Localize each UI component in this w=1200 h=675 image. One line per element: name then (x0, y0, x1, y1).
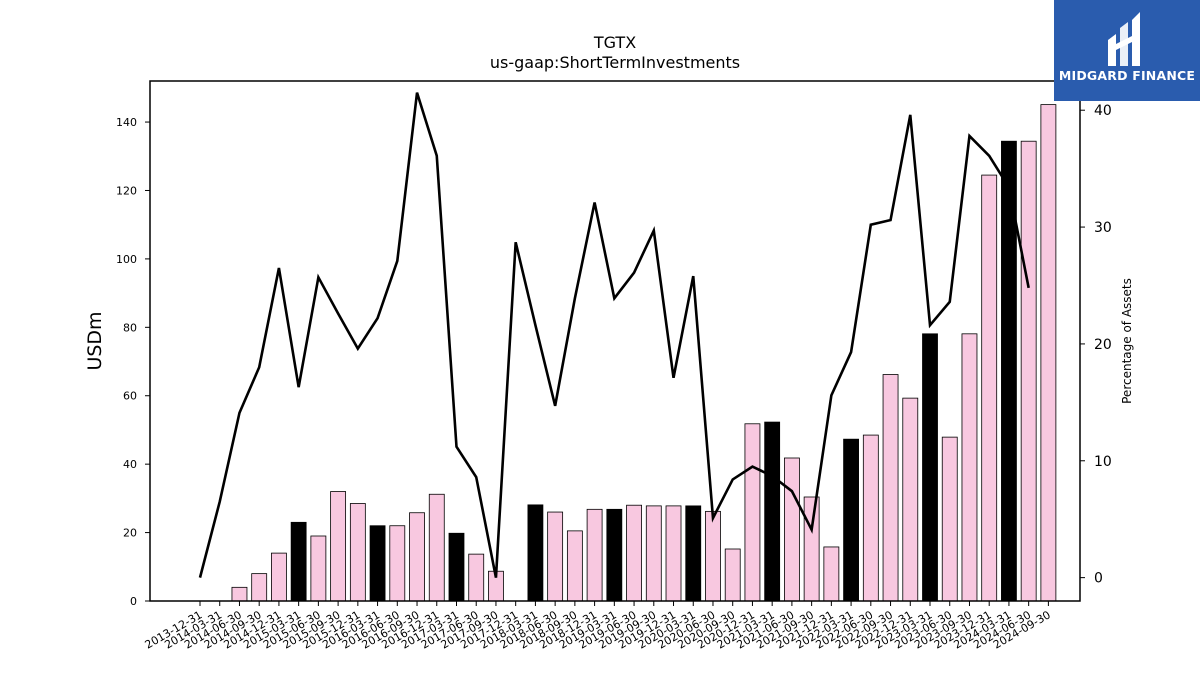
y-tick-label: 120 (116, 184, 137, 197)
y-tick-label: 60 (123, 390, 137, 403)
bar (330, 491, 347, 602)
bar (1020, 140, 1037, 602)
bar (409, 512, 425, 602)
y-axis-right: 0 10 20 30 40 (1080, 103, 1112, 587)
bar (981, 174, 998, 602)
bar (389, 525, 406, 602)
y-axis-label: USDm (84, 311, 106, 370)
bar (566, 530, 583, 602)
bar (1040, 104, 1057, 602)
bar (724, 548, 741, 602)
bar (645, 505, 662, 602)
line-series (198, 92, 1030, 578)
bar (941, 436, 958, 602)
bar (448, 532, 465, 602)
y2-tick-label: 0 (1094, 571, 1103, 587)
bar (271, 552, 287, 602)
midgard-logo-icon (1108, 12, 1140, 66)
chart-subtitle: us-gaap:ShortTermInvestments (490, 53, 740, 72)
bar (231, 586, 248, 602)
bar (705, 510, 721, 602)
x-axis: 2013-12-312014-03-312014-06-302014-09-30… (143, 601, 1053, 652)
bar (428, 493, 445, 602)
bar-series (231, 104, 1057, 602)
y2-tick-label: 20 (1094, 337, 1112, 353)
bar (843, 438, 859, 602)
bar (961, 333, 978, 602)
chart-title: TGTX (593, 33, 636, 52)
bar (744, 423, 761, 602)
y-tick-label: 20 (123, 527, 137, 540)
bar (527, 504, 544, 602)
line-series-path (198, 92, 1030, 578)
bar (882, 374, 899, 602)
y-tick-label: 100 (116, 253, 137, 266)
bar (468, 553, 485, 602)
y2-tick-label: 40 (1094, 103, 1112, 119)
bar (922, 333, 938, 602)
bar (606, 508, 623, 602)
y-tick-label: 0 (130, 595, 137, 608)
y-tick-label: 40 (123, 458, 137, 471)
y2-tick-label: 30 (1094, 220, 1112, 236)
bar (665, 505, 682, 602)
y-tick-label: 80 (123, 321, 137, 334)
bar (823, 546, 840, 602)
bar (586, 508, 603, 602)
bar (251, 573, 268, 602)
y-axis-left: 0 20 40 60 80 100 120 140 (116, 116, 150, 608)
y-tick-label: 140 (116, 116, 137, 129)
bar (290, 521, 307, 602)
bar (685, 505, 702, 602)
bar (803, 496, 820, 602)
bar (764, 421, 781, 602)
bar (784, 457, 800, 602)
bar (547, 511, 564, 602)
bar (862, 434, 879, 602)
bar (349, 503, 366, 602)
bar (369, 525, 386, 602)
y2-tick-label: 10 (1094, 454, 1112, 470)
bar (310, 535, 327, 602)
plot-frame (149, 80, 1081, 602)
y2-axis-label: Percentage of Assets (1120, 278, 1134, 404)
bar (626, 504, 642, 602)
bar (902, 397, 919, 602)
logo-text: MIDGARD FINANCE (1058, 68, 1196, 83)
brand-logo: MIDGARD FINANCE (1054, 0, 1200, 101)
